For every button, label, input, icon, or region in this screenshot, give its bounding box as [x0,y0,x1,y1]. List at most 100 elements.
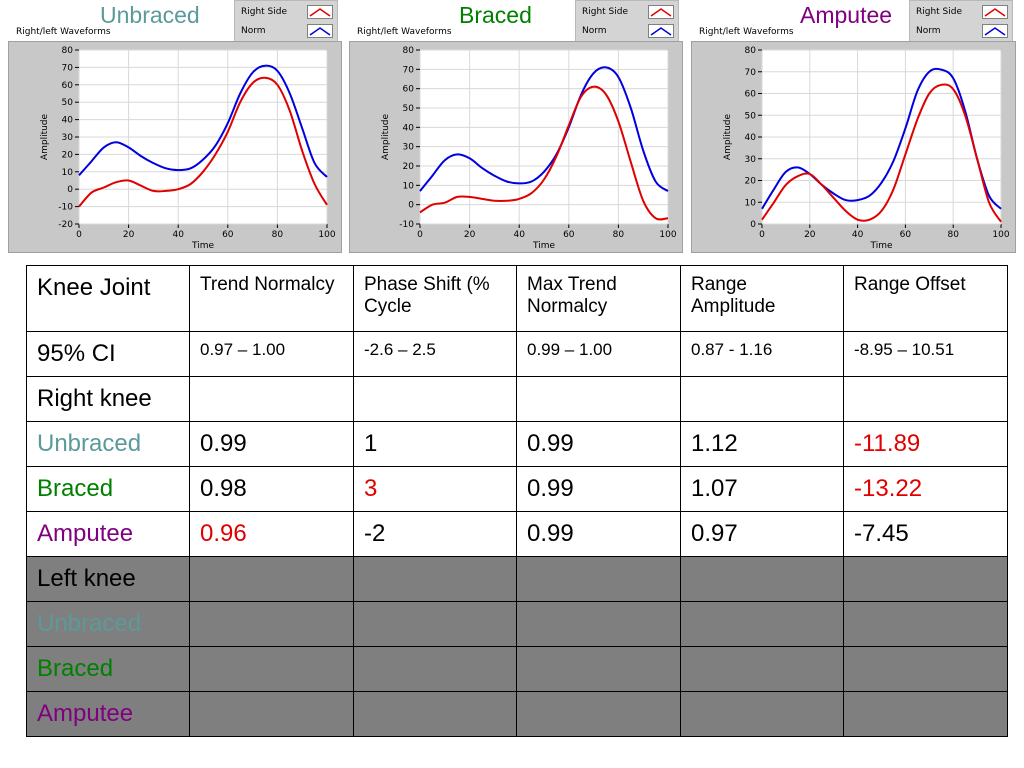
column-header-trend-normalcy: Trend Normalcy [189,265,354,332]
legend-item-right-side: Right Side [582,4,676,22]
table-cell: -8.95 – 10.51 [843,331,1008,377]
row-label: Unbraced [26,421,190,467]
panel-title: Amputee [800,2,893,28]
y-tick-label: -10 [399,220,414,230]
x-tick-label: 100 [659,230,676,240]
y-tick-label: 80 [62,46,74,56]
y-tick-label: 10 [403,181,415,191]
line-chart-amputee: 0 20 40 60 80 100 0 10 20 30 40 50 60 70 80 Time Amplitu… [723,46,1010,251]
y-tick-label: 40 [403,123,415,133]
table-row-left-knee: Left knee [26,556,1008,602]
legend-item-norm: Norm [241,23,335,41]
table-cell [843,691,1008,737]
y-tick-label: 20 [403,162,415,172]
table-cell: 0.97 – 1.00 [189,331,354,377]
legend-label: Norm [582,26,607,36]
y-tick-label: 10 [62,168,74,178]
legend-label: Right Side [916,7,963,17]
y-axis-label: Amplitude [40,113,50,160]
x-tick-label: 60 [222,230,234,240]
table-header-row: Knee Joint Trend Normalcy Phase Shift (%… [26,265,1008,332]
table-cell: 0.99 [189,421,354,467]
table-cell [516,601,681,647]
chart-legend: Right Side Norm [575,0,679,42]
legend-swatch-red [982,5,1008,19]
legend-swatch-blue [982,24,1008,38]
y-tick-label: 70 [745,68,757,78]
legend-item-norm: Norm [916,23,1010,41]
x-tick-label: 80 [272,230,284,240]
table-cell: -7.45 [843,511,1008,557]
legend-swatch-red [307,5,333,19]
row-label: Unbraced [26,601,190,647]
waveform-label: Right/left Waveforms [357,27,452,37]
row-label: Amputee [26,691,190,737]
y-tick-label: 20 [62,150,74,160]
table-cell: 0.99 [516,421,681,467]
table-cell: 1 [353,421,517,467]
table-cell [843,376,1008,422]
table-cell: -2.6 – 2.5 [353,331,517,377]
table-cell [189,691,354,737]
y-tick-label: 0 [408,201,414,211]
column-header-knee-joint: Knee Joint [26,265,190,332]
panel-title: Unbraced [100,2,200,28]
y-tick-label: 60 [403,85,415,95]
x-axis-label: Time [191,241,214,251]
table-cell [516,556,681,602]
y-tick-label: 40 [745,133,757,143]
x-tick-label: 40 [852,230,864,240]
y-axis-label: Amplitude [381,113,391,160]
table-cell [353,646,517,692]
row-label: Left knee [26,556,190,602]
series-line-right-side [78,76,328,208]
table-cell: 1.12 [680,421,844,467]
y-tick-label: 50 [745,111,757,121]
knee-joint-results-table: Knee Joint Trend Normalcy Phase Shift (%… [26,265,1008,737]
table-row-left-amputee: Amputee [26,691,1008,737]
column-header-max-trend-normalcy: Max Trend Normalcy [516,265,681,332]
x-tick-label: 80 [613,230,625,240]
table-row-right-knee: Right knee [26,376,1008,422]
x-tick-label: 0 [759,230,765,240]
table-cell [189,556,354,602]
x-tick-label: 60 [563,230,575,240]
table-cell [353,601,517,647]
table-cell [843,646,1008,692]
table-row-right-braced: Braced 0.98 3 0.99 1.07 -13.22 [26,466,1008,512]
waveform-label: Right/left Waveforms [699,27,794,37]
table-cell [680,376,844,422]
line-chart-braced: 0 20 40 60 80 100-1001020304050607080TimeAmpl… [381,46,677,251]
legend-label: Right Side [582,7,629,17]
table-cell [843,601,1008,647]
row-label: Braced [26,646,190,692]
table-row-right-amputee: Amputee 0.96 -2 0.99 0.97 -7.45 [26,511,1008,557]
y-tick-label: 50 [62,98,74,108]
waveform-label: Right/left Waveforms [16,27,111,37]
x-tick-label: 60 [900,230,912,240]
x-tick-label: 100 [318,230,335,240]
table-cell: 0.99 [516,466,681,512]
table-cell [189,646,354,692]
table-cell-highlight: -11.89 [843,421,1008,467]
table-cell [516,646,681,692]
series-line-right-side [761,83,1002,223]
x-tick-label: 100 [992,230,1009,240]
table-cell [843,556,1008,602]
legend-swatch-blue [648,24,674,38]
chart-area: 0 20 40 60 80 100 -20 -10 0 10 20 30 40 50 60 70 80 Time A… [8,41,342,253]
y-tick-label: 70 [403,65,415,75]
legend-item-right-side: Right Side [916,4,1010,22]
table-cell-highlight: -13.22 [843,466,1008,512]
table-cell [680,691,844,737]
table-cell-highlight: 0.96 [189,511,354,557]
y-tick-label: -20 [58,220,73,230]
series-line-right-side [419,85,669,221]
table-row-right-unbraced: Unbraced 0.99 1 0.99 1.12 -11.89 [26,421,1008,467]
row-label: 95% CI [26,331,190,377]
x-axis-label: Time [869,241,892,251]
table-cell [680,556,844,602]
series-line-norm [78,64,328,178]
plot-area [419,49,669,225]
y-tick-label: 30 [745,155,757,165]
